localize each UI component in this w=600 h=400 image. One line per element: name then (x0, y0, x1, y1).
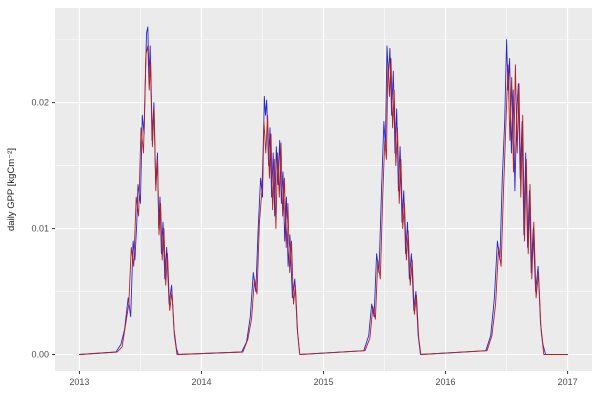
y-tick-label: 0.02 (31, 98, 49, 108)
y-tick-label: 0.01 (31, 224, 49, 234)
x-tick-label: 2015 (313, 377, 333, 387)
y-axis-title: daily GPP [kgCm⁻²] (6, 148, 17, 231)
x-tick-label: 2017 (558, 377, 578, 387)
x-tick-label: 2016 (436, 377, 456, 387)
series-line-obs-red (78, 45, 569, 355)
y-tick-label: 0.00 (31, 350, 49, 360)
x-tick-label: 2014 (191, 377, 211, 387)
x-tick-label: 2013 (69, 377, 89, 387)
